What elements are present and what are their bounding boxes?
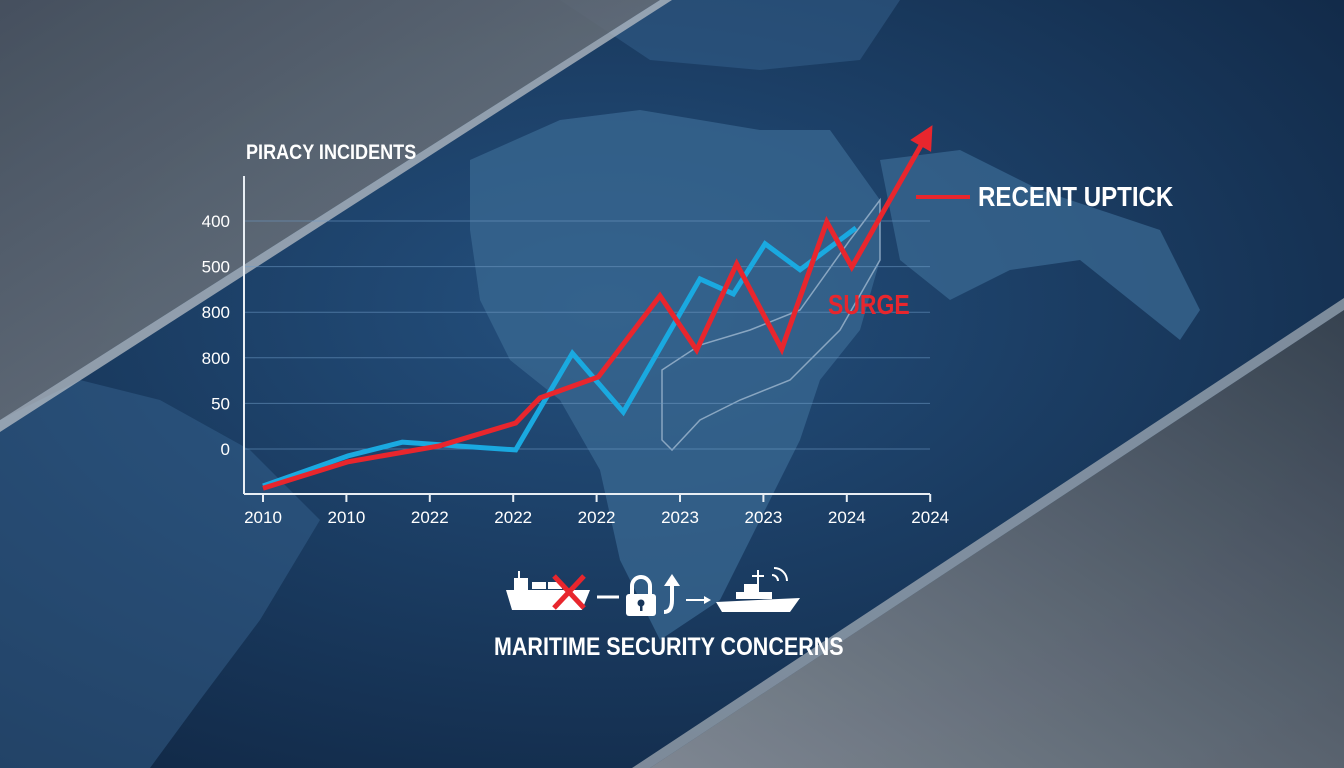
y-tick-label: 50: [211, 394, 230, 413]
red-series-line: [262, 130, 931, 491]
x-tick-label: 2010: [327, 508, 365, 527]
blue-series-line: [262, 225, 858, 489]
y-tick-label: 500: [202, 258, 230, 277]
y-tick-label: 800: [202, 303, 230, 322]
y-tick-label: 400: [202, 212, 230, 231]
x-tick-label: 2024: [911, 508, 949, 527]
footer-caption: MARITIME SECURITY CONCERNS: [494, 633, 844, 661]
recent-uptick-annotation: RECENT UPTICK: [978, 181, 1174, 212]
chart-title: PIRACY INCIDENTS: [246, 141, 417, 164]
y-tick-label: 800: [202, 349, 230, 368]
somalia-outline: [661, 197, 881, 452]
x-tick-label: 2024: [828, 508, 866, 527]
x-tick-label: 2010: [244, 508, 282, 527]
x-tick-label: 2023: [744, 508, 782, 527]
arrowhead-icon: [910, 125, 933, 152]
x-tick-label: 2022: [494, 508, 532, 527]
x-tick-label: 2022: [411, 508, 449, 527]
x-tick-label: 2022: [578, 508, 616, 527]
x-tick-label: 2023: [661, 508, 699, 527]
y-tick-label: 0: [221, 440, 230, 459]
surge-annotation: SURGE: [828, 289, 910, 320]
